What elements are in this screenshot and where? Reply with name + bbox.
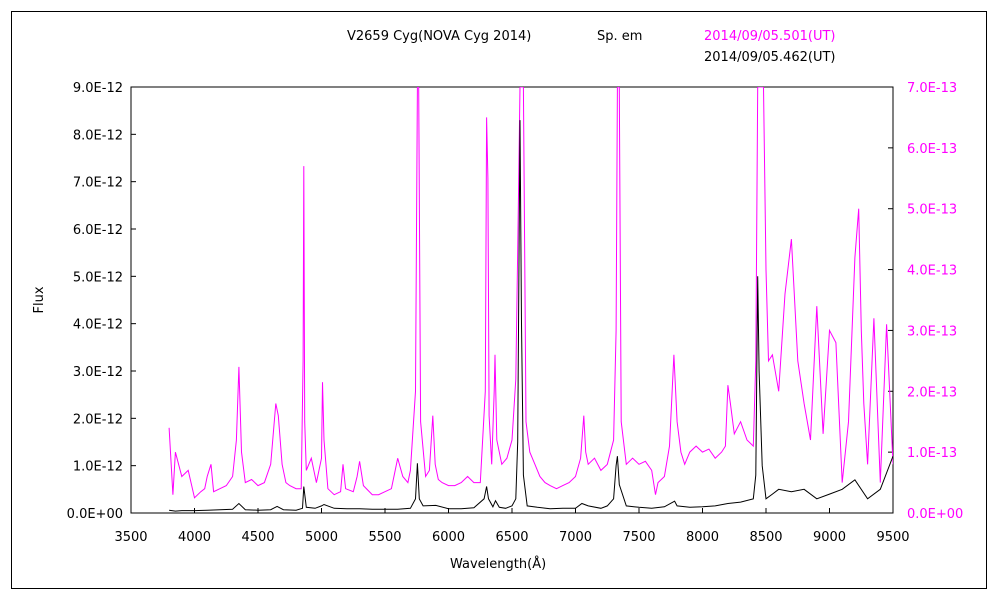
x-tick-label: 4000 bbox=[178, 530, 211, 545]
right-tick-label: 0.0E+00 bbox=[907, 507, 963, 522]
x-tick-label: 7000 bbox=[559, 530, 592, 545]
chart-title: V2659 Cyg(NOVA Cyg 2014) bbox=[347, 29, 531, 44]
y-axis-label: Flux bbox=[32, 286, 47, 313]
right-tick-label: 7.0E-13 bbox=[907, 81, 957, 96]
right-tick-label: 1.0E-13 bbox=[907, 446, 957, 461]
right-axis-ticks: 0.0E+00 1.0E-13 2.0E-13 3.0E-13 4.0E-13 5.0E-… bbox=[888, 81, 963, 522]
x-tick-label: 9000 bbox=[813, 530, 846, 545]
left-tick-label: 6.0E-12 bbox=[73, 223, 123, 238]
x-tick-label: 6000 bbox=[432, 530, 465, 545]
plot-area bbox=[130, 86, 894, 514]
right-tick-label: 4.0E-13 bbox=[907, 264, 957, 279]
series-line-0462 bbox=[169, 120, 893, 512]
x-tick-label: 7500 bbox=[622, 530, 655, 545]
right-tick-label: 3.0E-13 bbox=[907, 324, 957, 339]
x-tick-label: 8500 bbox=[749, 530, 782, 545]
right-tick-label: 6.0E-13 bbox=[907, 142, 957, 157]
x-tick-label: 8000 bbox=[686, 530, 719, 545]
chart-subtitle: Sp. em bbox=[597, 29, 642, 44]
left-tick-label: 5.0E-12 bbox=[73, 270, 123, 285]
left-tick-label: 3.0E-12 bbox=[73, 365, 123, 380]
x-tick-label: 5500 bbox=[368, 530, 401, 545]
left-tick-label: 1.0E-12 bbox=[73, 460, 123, 475]
left-tick-label: 4.0E-12 bbox=[73, 318, 123, 333]
x-tick-label: 9500 bbox=[876, 530, 909, 545]
right-tick-label: 2.0E-13 bbox=[907, 385, 957, 400]
series-lines bbox=[168, 87, 893, 512]
left-tick-label: 8.0E-12 bbox=[73, 128, 123, 143]
left-tick-label: 7.0E-12 bbox=[73, 176, 123, 191]
left-tick-label: 2.0E-12 bbox=[73, 412, 123, 427]
legend-series-2: 2014/09/05.462(UT) bbox=[704, 50, 835, 65]
chart-frame bbox=[11, 11, 987, 589]
x-tick-label: 3500 bbox=[114, 530, 147, 545]
x-tick-label: 4500 bbox=[241, 530, 274, 545]
x-tick-label: 6500 bbox=[495, 530, 528, 545]
left-axis-ticks: 0.0E+00 1.0E-12 2.0E-12 3.0E-12 4.0E-12 5.0E-… bbox=[67, 81, 136, 522]
left-tick-label: 0.0E+00 bbox=[67, 507, 123, 522]
legend-series-1: 2014/09/05.501(UT) bbox=[704, 29, 835, 44]
x-axis-label: Wavelength(Å) bbox=[450, 556, 546, 572]
x-tick-label: 5000 bbox=[305, 530, 338, 545]
series-line-0501 bbox=[168, 87, 893, 499]
x-axis-ticks: 3500 4000 4500 5000 5500 6000 6500 7000 7500 8000… bbox=[114, 508, 910, 545]
left-tick-label: 9.0E-12 bbox=[73, 81, 123, 96]
right-tick-label: 5.0E-13 bbox=[907, 203, 957, 218]
